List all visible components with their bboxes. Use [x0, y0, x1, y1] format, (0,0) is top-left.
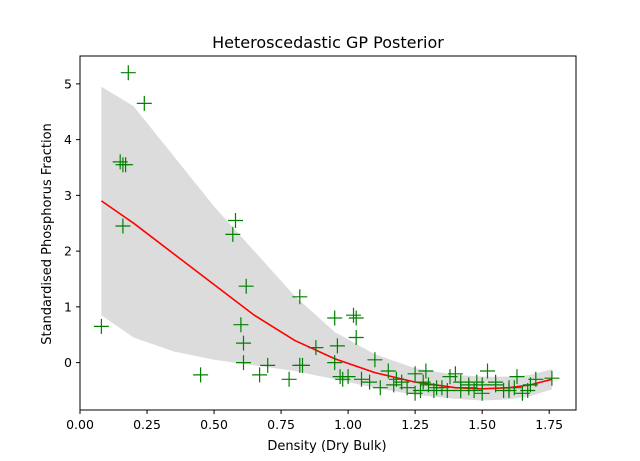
y-tick-label: 0 — [64, 355, 72, 370]
data-point-marker — [380, 363, 396, 379]
data-point-marker — [520, 383, 536, 398]
data-point-marker — [260, 357, 276, 373]
data-point-marker — [225, 226, 241, 242]
data-point-marker — [238, 278, 254, 294]
x-axis: 0.00 0.25 0.50 0.75 1.00 1.25 1.50 1.75 — [66, 410, 563, 432]
data-point-marker — [407, 366, 423, 382]
data-point-marker — [544, 370, 560, 386]
data-point-marker — [399, 380, 415, 396]
data-point-marker — [426, 383, 442, 398]
data-point-marker — [236, 355, 251, 371]
data-point-marker — [453, 374, 469, 390]
data-point-marker — [509, 369, 525, 385]
x-tick-label: 0.00 — [66, 417, 94, 432]
data-point-marker — [348, 330, 364, 345]
data-point-marker — [193, 367, 209, 383]
data-point-marker — [136, 95, 152, 111]
x-tick-label: 1.25 — [401, 417, 429, 432]
data-point-marker — [461, 380, 477, 396]
data-point-marker — [407, 385, 423, 401]
data-point-marker — [93, 318, 109, 334]
data-point-marker — [233, 317, 249, 333]
x-tick-label: 1.00 — [334, 417, 362, 432]
data-point-marker — [308, 340, 324, 356]
data-point-marker — [228, 213, 243, 228]
data-point-marker — [439, 383, 455, 398]
data-point-marker — [367, 352, 383, 368]
data-point-marker — [372, 380, 388, 396]
data-point-marker — [327, 310, 343, 326]
data-point-marker — [528, 371, 544, 387]
data-point-marker — [354, 371, 369, 387]
data-point-marker — [329, 338, 345, 354]
y-tick-label: 5 — [64, 76, 72, 91]
data-point-marker — [295, 357, 310, 373]
chart-title: Heteroscedastic GP Posterior — [212, 33, 444, 52]
x-tick-label: 0.25 — [133, 417, 161, 432]
x-tick-label: 0.50 — [200, 417, 228, 432]
data-point-marker — [488, 374, 504, 390]
x-axis-label: Density (Dry Bulk) — [267, 439, 386, 454]
data-point-marker — [340, 369, 356, 385]
data-point-marker — [327, 355, 343, 371]
data-point-marker — [348, 310, 364, 326]
confidence-band — [101, 86, 552, 401]
data-point-marker — [474, 377, 490, 393]
y-tick-label: 2 — [64, 244, 72, 259]
data-point-marker — [429, 380, 445, 396]
data-point-marker — [118, 157, 134, 173]
data-point-marker — [346, 307, 361, 323]
data-point-marker — [388, 371, 404, 387]
y-tick-label: 3 — [64, 188, 72, 203]
y-tick-label: 4 — [64, 132, 72, 147]
data-point-marker — [236, 335, 251, 351]
data-point-marker — [252, 367, 268, 383]
plot-area — [79, 55, 577, 411]
x-tick-label: 1.50 — [468, 417, 496, 432]
x-tick-label: 0.75 — [267, 417, 295, 432]
data-point-marker — [480, 363, 495, 379]
data-point-marker — [281, 371, 297, 387]
y-axis: 0 1 2 3 4 5 — [64, 76, 80, 370]
data-point-marker — [120, 65, 136, 81]
data-point-marker — [418, 363, 434, 379]
axes-frame — [79, 55, 577, 411]
data-point-marker — [447, 366, 463, 382]
x-tick-label: 1.75 — [535, 417, 563, 432]
data-point-marker — [362, 374, 378, 390]
y-axis-label: Standardised Phosphorus Fraction — [40, 123, 55, 345]
data-point-marker — [292, 289, 308, 305]
data-point-marker — [115, 218, 131, 234]
data-point-marker — [501, 383, 517, 398]
y-tick-label: 1 — [64, 299, 72, 314]
